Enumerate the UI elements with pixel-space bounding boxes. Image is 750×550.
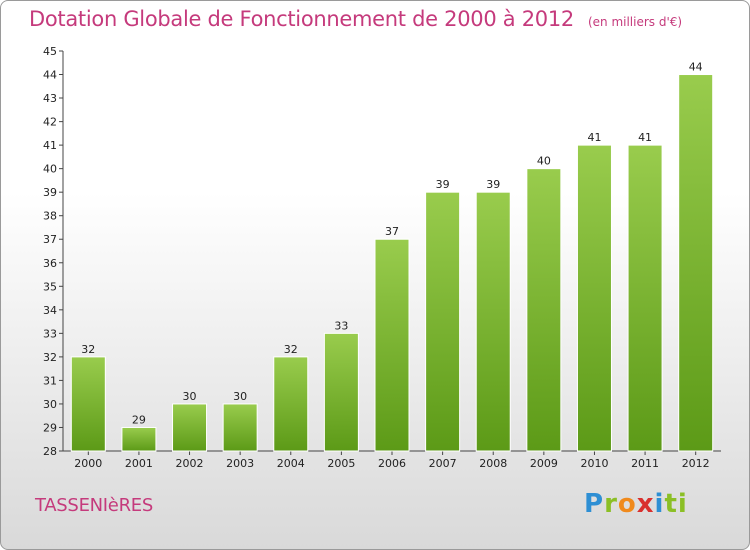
- y-tick-label: 34: [43, 304, 57, 317]
- bar: [526, 168, 562, 452]
- proxiti-logo[interactable]: Proxiti: [584, 489, 688, 519]
- bar: [273, 356, 309, 452]
- y-tick-label: 28: [43, 445, 57, 458]
- y-tick-label: 36: [43, 257, 57, 270]
- logo-letter: P: [584, 489, 605, 519]
- bar: [172, 403, 208, 452]
- chart-subtitle: (en milliers d'€): [587, 15, 683, 29]
- bar: [425, 191, 461, 452]
- y-tick-label: 32: [43, 351, 57, 364]
- data-label: 40: [537, 155, 551, 168]
- value-labels: 32 29 30 30 32 33 37 39 39 40 41 41 44: [81, 61, 702, 427]
- x-tick-label: 2003: [226, 457, 254, 470]
- bar: [627, 144, 663, 452]
- x-tick-label: 2002: [176, 457, 204, 470]
- x-tick-label: 2009: [530, 457, 558, 470]
- y-tick-label: 33: [43, 327, 57, 340]
- bar: [576, 144, 612, 452]
- logo-letter: ti: [664, 489, 688, 519]
- bar: [475, 191, 511, 452]
- y-tick-label: 30: [43, 398, 57, 411]
- x-tick-label: 2010: [580, 457, 608, 470]
- logo-letter: i: [654, 489, 665, 519]
- y-tick-label: 35: [43, 280, 57, 293]
- data-label: 41: [638, 131, 652, 144]
- x-tick-label: 2005: [327, 457, 355, 470]
- logo-letter: o: [617, 489, 637, 519]
- data-label: 32: [284, 343, 298, 356]
- x-tick-label: 2006: [378, 457, 406, 470]
- bar: [374, 238, 410, 452]
- bar: [70, 356, 106, 452]
- bar: [121, 426, 157, 452]
- x-tick-label: 2008: [479, 457, 507, 470]
- data-label: 30: [183, 390, 197, 403]
- y-tick-label: 39: [43, 186, 57, 199]
- bars: [70, 74, 714, 452]
- bar: [323, 332, 359, 452]
- y-tick-label: 41: [43, 139, 57, 152]
- logo-letter: r: [604, 489, 618, 519]
- x-tick-label: 2007: [429, 457, 457, 470]
- y-tick-label: 45: [43, 45, 57, 58]
- chart-title: Dotation Globale de Fonctionnement de 20…: [29, 7, 682, 31]
- y-tick-label: 31: [43, 374, 57, 387]
- x-tick-label: 2004: [277, 457, 305, 470]
- data-label: 39: [486, 178, 500, 191]
- data-label: 41: [587, 131, 601, 144]
- data-label: 37: [385, 225, 399, 238]
- commune-name: TASSENIèRES: [35, 495, 153, 516]
- y-tick-label: 29: [43, 421, 57, 434]
- bar: [222, 403, 258, 452]
- chart-title-text: Dotation Globale de Fonctionnement de 20…: [29, 7, 574, 31]
- logo-letter: x: [636, 489, 655, 519]
- data-label: 32: [81, 343, 95, 356]
- bar: [678, 74, 714, 452]
- x-tick-label: 2012: [682, 457, 710, 470]
- data-label: 29: [132, 413, 146, 426]
- x-tick-label: 2011: [631, 457, 659, 470]
- data-label: 39: [436, 178, 450, 191]
- data-label: 33: [334, 319, 348, 332]
- y-tick-label: 44: [43, 69, 57, 82]
- y-tick-label: 38: [43, 210, 57, 223]
- x-tick-label: 2001: [125, 457, 153, 470]
- y-tick-label: 40: [43, 163, 57, 176]
- y-tick-label: 42: [43, 116, 57, 129]
- data-label: 30: [233, 390, 247, 403]
- x-tick-label: 2000: [74, 457, 102, 470]
- y-tick-label: 37: [43, 233, 57, 246]
- data-label: 44: [689, 61, 703, 74]
- y-tick-label: 43: [43, 92, 57, 105]
- axes: 28 29 30 31 32 33 34 35 36 37 38 39 40 41 42 43 44 45 2000…: [43, 45, 721, 470]
